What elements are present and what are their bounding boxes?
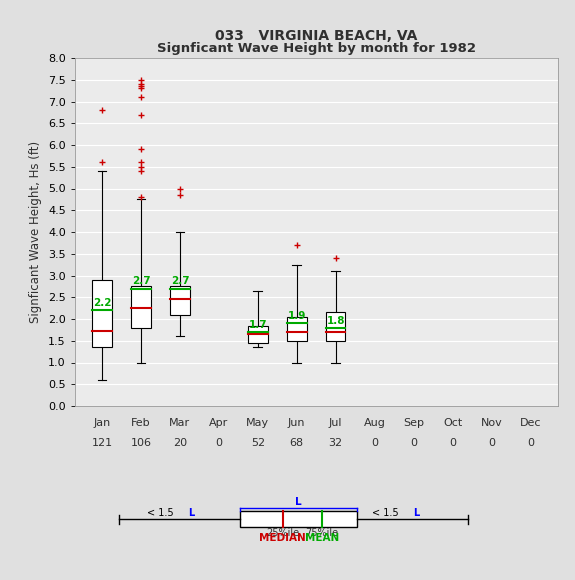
Text: May: May bbox=[246, 418, 269, 427]
Text: Mar: Mar bbox=[170, 418, 190, 427]
Text: 106: 106 bbox=[131, 438, 151, 448]
Text: 2.7: 2.7 bbox=[171, 277, 190, 287]
Text: MEDIAN: MEDIAN bbox=[259, 533, 306, 543]
Text: 0: 0 bbox=[449, 438, 456, 448]
Text: 0: 0 bbox=[488, 438, 495, 448]
Text: Feb: Feb bbox=[131, 418, 151, 427]
Text: 32: 32 bbox=[329, 438, 343, 448]
Bar bbox=[131, 287, 151, 328]
Text: 0: 0 bbox=[410, 438, 417, 448]
Text: L: L bbox=[188, 508, 194, 518]
Text: 1.9: 1.9 bbox=[288, 311, 306, 321]
Text: Jan: Jan bbox=[93, 418, 110, 427]
Text: Signficant Wave Height by month for 1982: Signficant Wave Height by month for 1982 bbox=[157, 42, 476, 55]
Text: Jun: Jun bbox=[288, 418, 305, 427]
Text: Nov: Nov bbox=[481, 418, 503, 427]
Text: 68: 68 bbox=[290, 438, 304, 448]
Text: Oct: Oct bbox=[443, 418, 462, 427]
Text: 1.8: 1.8 bbox=[327, 316, 346, 325]
Text: L: L bbox=[296, 498, 302, 508]
Text: 033   VIRGINIA BEACH, VA: 033 VIRGINIA BEACH, VA bbox=[215, 30, 417, 44]
Text: 1.7: 1.7 bbox=[249, 320, 268, 330]
Text: < 1.5: < 1.5 bbox=[371, 508, 401, 518]
Bar bbox=[240, 512, 358, 527]
Text: 0: 0 bbox=[371, 438, 378, 448]
Text: < 1.5: < 1.5 bbox=[147, 508, 177, 518]
Text: Apr: Apr bbox=[209, 418, 228, 427]
Text: 2.7: 2.7 bbox=[132, 277, 151, 287]
Bar bbox=[287, 317, 306, 341]
Text: 25%ile: 25%ile bbox=[266, 528, 299, 538]
Text: 0: 0 bbox=[216, 438, 223, 448]
Bar bbox=[326, 313, 346, 341]
Bar bbox=[248, 325, 267, 343]
Text: 121: 121 bbox=[91, 438, 113, 448]
Text: 20: 20 bbox=[173, 438, 187, 448]
Text: Jul: Jul bbox=[329, 418, 343, 427]
Text: 0: 0 bbox=[527, 438, 534, 448]
Text: Sep: Sep bbox=[403, 418, 424, 427]
Bar bbox=[92, 280, 112, 347]
Text: MEAN: MEAN bbox=[305, 533, 339, 543]
Text: 2.2: 2.2 bbox=[94, 298, 112, 308]
Text: L: L bbox=[413, 508, 419, 518]
Text: 52: 52 bbox=[251, 438, 265, 448]
Y-axis label: Signficant Wave Height, Hs (ft): Signficant Wave Height, Hs (ft) bbox=[29, 141, 43, 323]
Text: Dec: Dec bbox=[520, 418, 541, 427]
Text: 75%ile: 75%ile bbox=[305, 528, 338, 538]
Bar bbox=[170, 287, 190, 314]
Text: Aug: Aug bbox=[364, 418, 386, 427]
